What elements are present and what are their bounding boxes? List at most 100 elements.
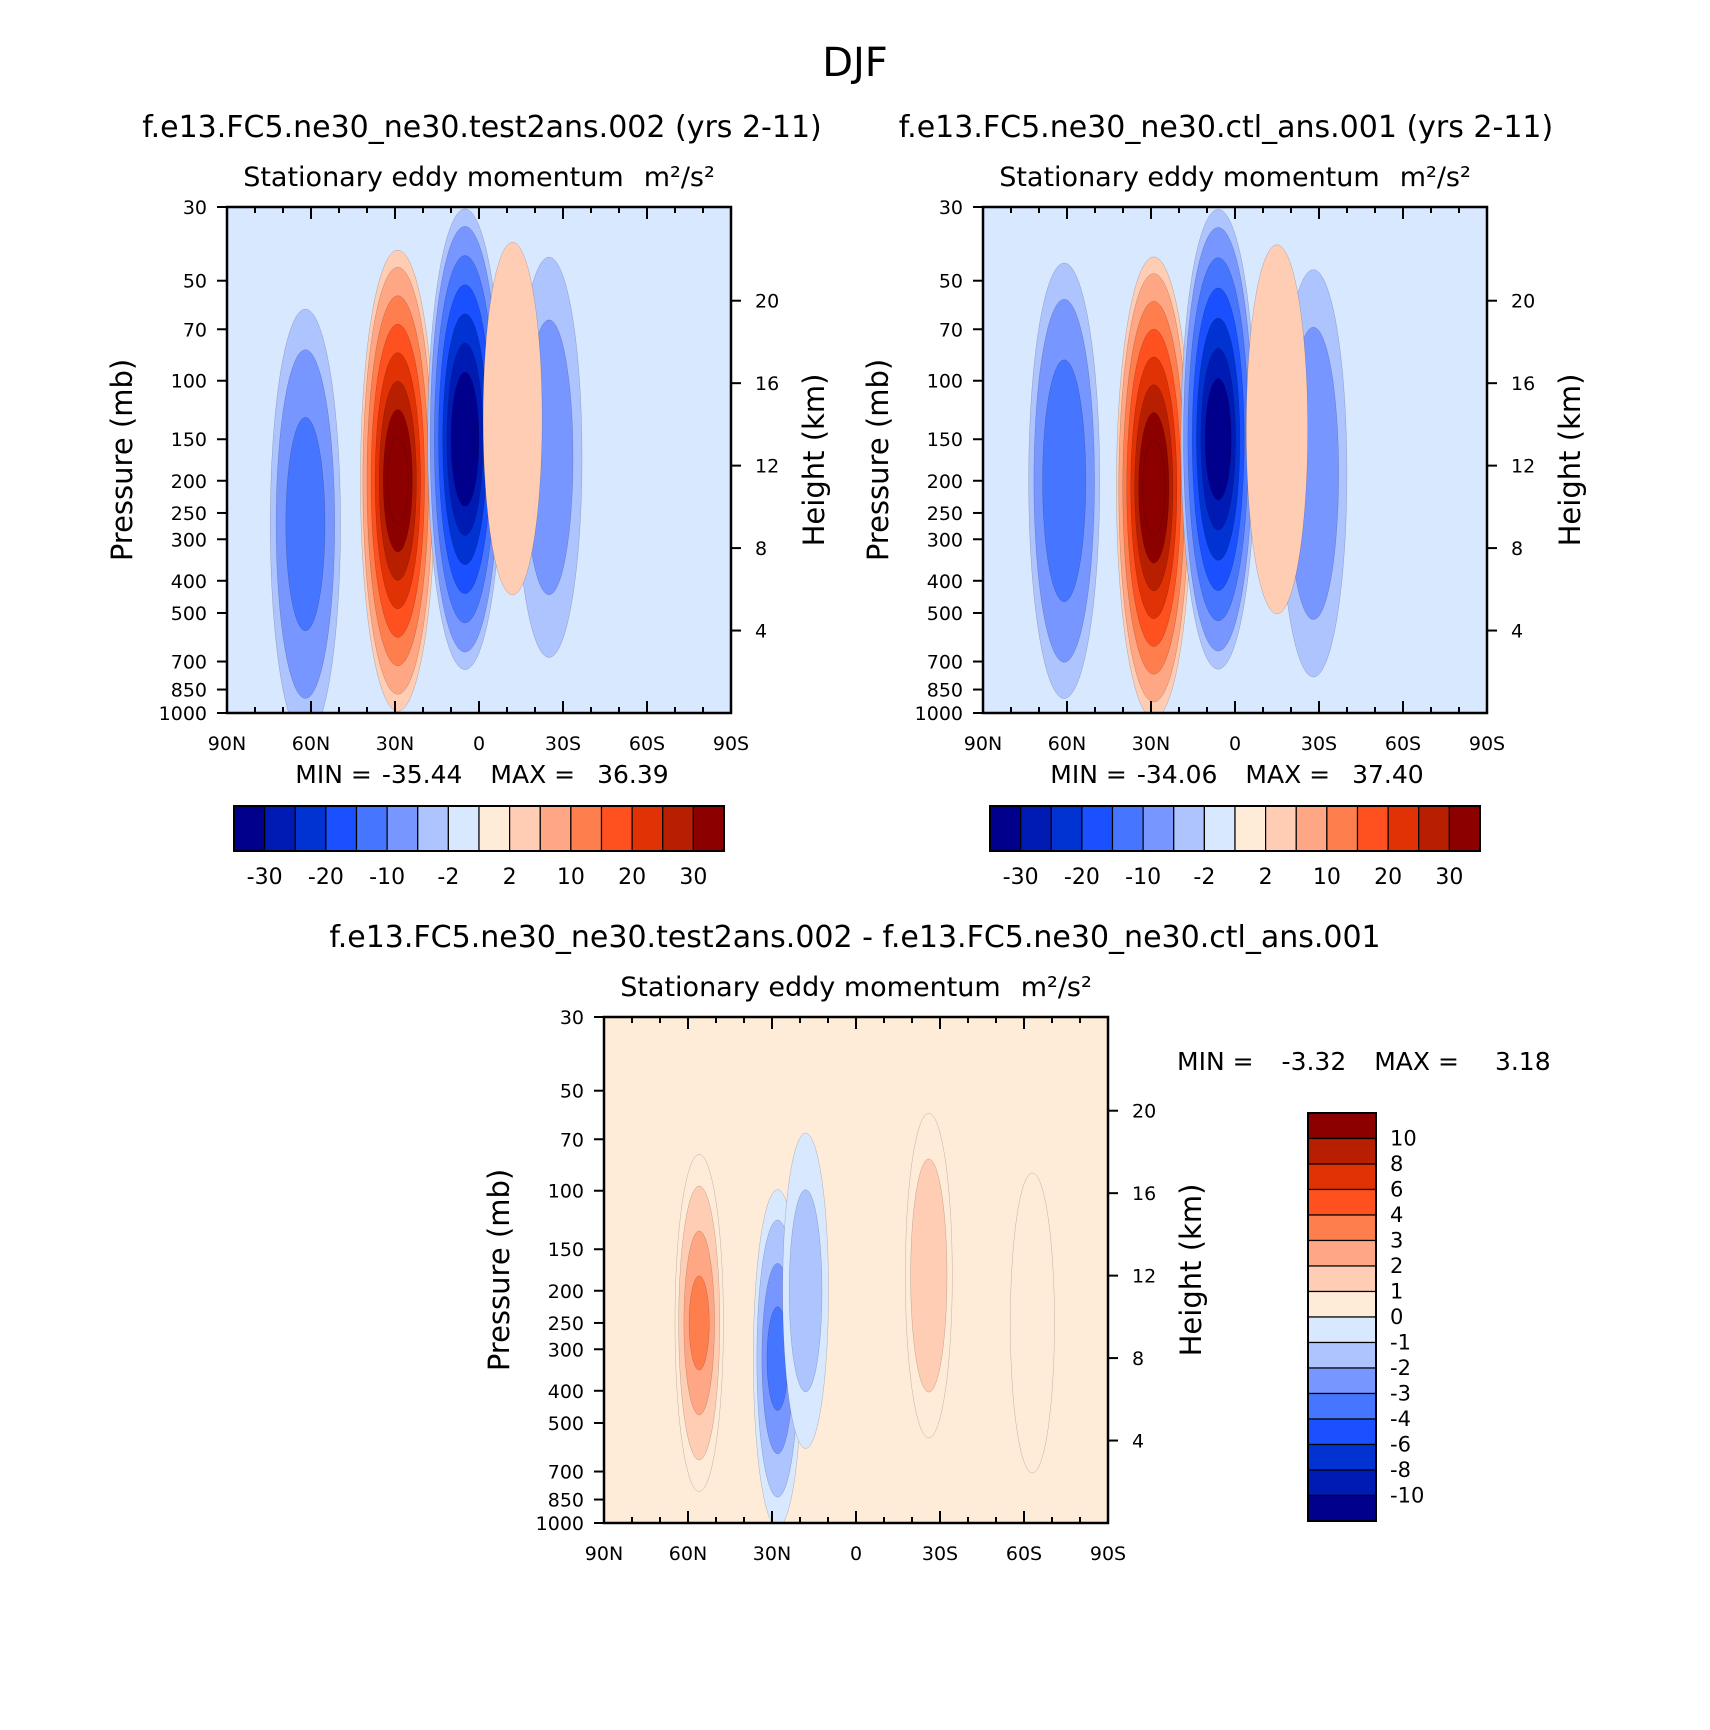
colorbar-swatch (1307, 1112, 1377, 1140)
height-tick-label: 8 (755, 538, 767, 560)
min-max-label: MIN = -3.32 MAX = 3.18 (1177, 1047, 1551, 1076)
colorbar-label: 6 (1390, 1178, 1403, 1202)
x-tick-label: 90S (1469, 733, 1505, 755)
height-tick-label: 8 (1511, 538, 1523, 560)
colorbar-swatch (1234, 805, 1267, 852)
height-tick-label: 16 (1132, 1183, 1156, 1205)
x-tick-label: 30N (1132, 733, 1170, 755)
page-title: DJF (822, 40, 888, 86)
colorbar-label: -4 (1390, 1407, 1411, 1431)
colorbar-swatch (631, 805, 664, 852)
y-tick-label: 70 (939, 319, 963, 341)
height-tick-label: 4 (1132, 1431, 1144, 1453)
colorbar-label: -20 (308, 865, 344, 890)
colorbar-swatch (1020, 805, 1052, 852)
x-tick-label: 90S (1090, 1543, 1126, 1565)
y-tick-label: 1000 (159, 703, 207, 725)
colorbar-swatch (989, 805, 1022, 852)
height-tick-label: 20 (1132, 1101, 1156, 1123)
colorbar-swatch (1307, 1163, 1377, 1191)
colorbar-label: -10 (1390, 1484, 1424, 1508)
height-tick-label: 12 (1132, 1266, 1156, 1288)
axis-ticks: 90N 60N 30N 0 30S 60S 90S 30 50 70 100 150 200 250 300… (159, 197, 780, 755)
colorbar-swatch (1307, 1418, 1377, 1446)
y-tick-label: 70 (560, 1129, 584, 1151)
y-tick-label: 500 (548, 1413, 584, 1435)
y-tick-label: 300 (548, 1339, 584, 1361)
contour-field (1028, 209, 1348, 713)
colorbar-swatch (1307, 1341, 1377, 1369)
y-tick-label: 500 (927, 603, 963, 625)
plot-title: Stationary eddy momentum m²/s² (620, 972, 1092, 1003)
colorbar-swatch (662, 805, 694, 852)
y-tick-label: 150 (548, 1239, 584, 1261)
colorbar-label: -2 (437, 865, 459, 890)
height-tick-label: 12 (1511, 456, 1535, 478)
colorbar-swatch (478, 805, 511, 852)
contour-level (688, 1275, 710, 1371)
colorbar: -30 -20 -10 -2 2 10 20 30 (233, 805, 725, 890)
y-axis-label-right: Height (km) (1553, 374, 1587, 547)
colorbar-label: -20 (1064, 865, 1100, 890)
y-axis-label: Pressure (mb) (105, 359, 139, 561)
colorbar-swatch (1356, 805, 1389, 852)
height-tick-label: 12 (755, 456, 779, 478)
min-max-label: MIN = -35.44 MAX = 36.39 (295, 760, 668, 789)
height-tick-label: 4 (1511, 621, 1523, 643)
x-tick-label: 90N (208, 733, 246, 755)
colorbar-swatch (1307, 1443, 1377, 1471)
y-tick-label: 850 (171, 680, 207, 702)
y-tick-label: 850 (927, 680, 963, 702)
contour-level (1042, 359, 1087, 602)
x-tick-label: 0 (1229, 733, 1241, 755)
colorbar-swatch (355, 805, 388, 852)
colorbar-swatch (539, 805, 572, 852)
colorbar-label: 8 (1390, 1152, 1403, 1176)
colorbar-swatch (1307, 1239, 1377, 1267)
plot-title: Stationary eddy momentum m²/s² (243, 162, 715, 193)
contour-level (1010, 1172, 1055, 1474)
y-tick-label: 30 (560, 1007, 584, 1029)
colorbar-swatch (1307, 1469, 1377, 1497)
y-tick-label: 70 (183, 319, 207, 341)
colorbar-swatch (1111, 805, 1144, 852)
colorbar-swatch (1307, 1265, 1377, 1293)
y-tick-label: 50 (939, 271, 963, 293)
colorbar-swatch (1448, 805, 1481, 852)
colorbar-label: -30 (1003, 865, 1039, 890)
colorbar-label: -10 (1125, 865, 1161, 890)
height-tick-label: 16 (1511, 373, 1535, 395)
axis-ticks: 90N 60N 30N 0 30S 60S 90S 30 50 70 100 150 200 250 300… (915, 197, 1536, 755)
y-tick-label: 200 (548, 1281, 584, 1303)
colorbar-swatch (1307, 1392, 1377, 1420)
height-tick-label: 8 (1132, 1348, 1144, 1370)
colorbar-swatch (1050, 805, 1083, 852)
colorbar-label: -10 (369, 865, 405, 890)
colorbar-label: -3 (1390, 1382, 1411, 1406)
x-tick-label: 30S (545, 733, 581, 755)
panel-difference: f.e13.FC5.ne30_ne30.test2ans.002 - f.e13… (329, 920, 1550, 1565)
y-tick-label: 1000 (536, 1513, 584, 1535)
y-tick-label: 50 (560, 1081, 584, 1103)
x-tick-label: 0 (850, 1543, 862, 1565)
colorbar-label: -8 (1390, 1458, 1411, 1482)
x-tick-label: 60S (629, 733, 665, 755)
contour-level (455, 401, 475, 478)
colorbar-swatch (1265, 805, 1297, 852)
contour-level (1246, 244, 1308, 615)
contour-level (788, 1189, 823, 1393)
y-tick-label: 400 (548, 1381, 584, 1403)
y-tick-label: 100 (927, 371, 963, 393)
colorbar-swatch (570, 805, 603, 852)
y-tick-label: 150 (927, 429, 963, 451)
contour-level (1142, 439, 1166, 536)
y-tick-label: 400 (171, 571, 207, 593)
colorbar-label: 4 (1390, 1203, 1403, 1227)
panel-control: f.e13.FC5.ne30_ne30.ctl_ans.001 (yrs 2-1… (861, 110, 1587, 890)
colorbar-label: 2 (1259, 865, 1273, 890)
colorbar-label: 10 (557, 865, 585, 890)
case-title: f.e13.FC5.ne30_ne30.test2ans.002 - f.e13… (329, 920, 1380, 955)
y-tick-label: 50 (183, 271, 207, 293)
colorbar-swatch (417, 805, 449, 852)
